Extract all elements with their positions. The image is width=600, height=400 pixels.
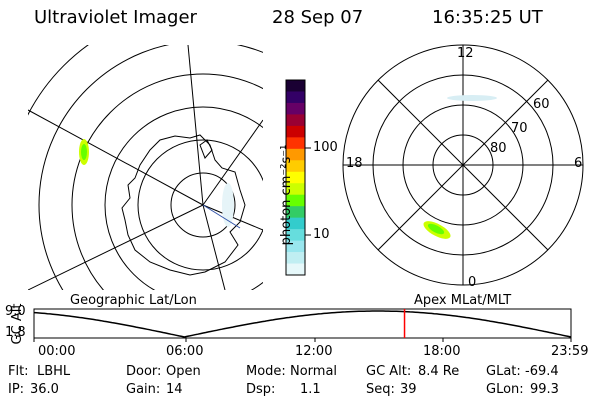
colorbar-segment — [286, 91, 305, 104]
status-gcalt-value: 8.4 Re — [418, 364, 460, 379]
mlat-label-70: 70 — [511, 121, 528, 136]
geographic-panel-label: Geographic Lat/Lon — [70, 293, 197, 308]
colorbar-segment — [286, 125, 305, 138]
status-dsp-label: Dsp: — [246, 382, 276, 397]
status-gain-label: Gain: — [126, 382, 161, 397]
status-mode-value: Normal — [290, 364, 338, 379]
status-seq-label: Seq: — [366, 382, 395, 397]
status-door-value: Open — [166, 364, 201, 379]
geo-lat-circle — [71, 73, 263, 290]
time-tick-1: 06:00 — [166, 344, 204, 359]
geo-meridian — [28, 109, 204, 206]
colorbar-segment — [286, 217, 305, 230]
auroral-emission-geo-core — [81, 144, 87, 160]
colorbar-segment — [286, 171, 305, 184]
geographic-map-panel — [28, 45, 263, 290]
mlt-label-12: 12 — [457, 46, 474, 61]
mlt-label-0: 0 — [468, 275, 477, 290]
dayglow-apex — [447, 95, 497, 101]
status-glon-label: GLon: — [486, 382, 524, 397]
geo-lat-circle — [104, 106, 263, 290]
status-ip-label: IP: — [8, 382, 25, 397]
observation-date: 28 Sep 07 — [272, 7, 364, 28]
colorbar-segment — [286, 114, 305, 127]
colorbar-segment — [286, 137, 305, 150]
status-dsp-value: 1.1 — [300, 382, 321, 397]
dayglow-edge — [222, 183, 234, 227]
geo-meridian — [187, 45, 204, 206]
colorbar-segment — [286, 80, 305, 92]
status-ip-value: 36.0 — [30, 382, 59, 397]
altitude-plot-frame — [33, 308, 572, 339]
time-tick-4: 23:59 — [551, 344, 589, 359]
colorbar-segment — [286, 252, 305, 265]
mlt-label-18: 18 — [346, 156, 363, 171]
colorbar-segment — [286, 206, 305, 219]
geo-lat-circle — [170, 172, 236, 238]
mlt-diagonal — [377, 79, 549, 251]
geo-meridian — [202, 204, 263, 231]
status-gcalt-label: GC Alt: — [366, 364, 412, 379]
apex-panel-label: Apex MLat/MLT — [414, 293, 512, 308]
colorbar-segment — [286, 183, 305, 196]
altitude-ytick-low: 1.8 — [5, 325, 26, 340]
instrument-title: Ultraviolet Imager — [34, 7, 197, 28]
status-filter-label: Flt: — [8, 364, 29, 379]
colorbar-tick-label-10: 10 — [313, 227, 330, 242]
geo-meridian — [28, 204, 204, 290]
status-glat-value: -69.4 — [525, 364, 559, 379]
time-tick-0: 00:00 — [38, 344, 76, 359]
time-tick-3: 18:00 — [423, 344, 461, 359]
status-glon-value: 99.3 — [530, 382, 559, 397]
antarctica-coastline — [121, 134, 246, 276]
observation-time: 16:35:25 UT — [432, 7, 543, 28]
status-glat-label: GLat: — [486, 364, 521, 379]
mlat-label-60: 60 — [533, 97, 550, 112]
status-door-label: Door: — [126, 364, 162, 379]
status-seq-value: 39 — [400, 382, 417, 397]
apex-polar-panel — [342, 44, 584, 286]
colorbar-segment — [286, 263, 305, 276]
status-filter-value: LBHL — [37, 364, 71, 379]
geo-lat-circle — [137, 139, 263, 271]
colorbar-segment — [286, 229, 305, 242]
view-direction-line — [202, 204, 241, 229]
altitude-ytick-high: 9.0 — [5, 304, 26, 319]
colorbar-frame — [285, 79, 306, 276]
colorbar-segment — [286, 102, 305, 115]
auroral-emission-apex-core — [427, 223, 445, 235]
colorbar-segment — [286, 148, 305, 161]
colorbar-segment — [286, 160, 305, 173]
altitude-plot — [33, 308, 572, 342]
coast-island — [199, 139, 213, 159]
altitude-curve — [33, 310, 572, 338]
time-tick-2: 12:00 — [295, 344, 333, 359]
colorbar-segment — [286, 240, 305, 253]
status-mode-label: Mode: — [246, 364, 286, 379]
geo-lat-circle — [38, 45, 263, 290]
mlat-label-80: 80 — [490, 141, 507, 156]
status-gain-value: 14 — [166, 382, 183, 397]
mlt-label-6: 6 — [574, 156, 583, 171]
geo-meridian — [202, 204, 226, 290]
colorbar-segment — [286, 194, 305, 207]
geo-meridian — [202, 119, 263, 206]
colorbar — [285, 79, 306, 276]
colorbar-unit-label: photon cm⁻²s⁻¹ — [279, 144, 294, 246]
colorbar-tick-label-100: 100 — [313, 140, 338, 155]
